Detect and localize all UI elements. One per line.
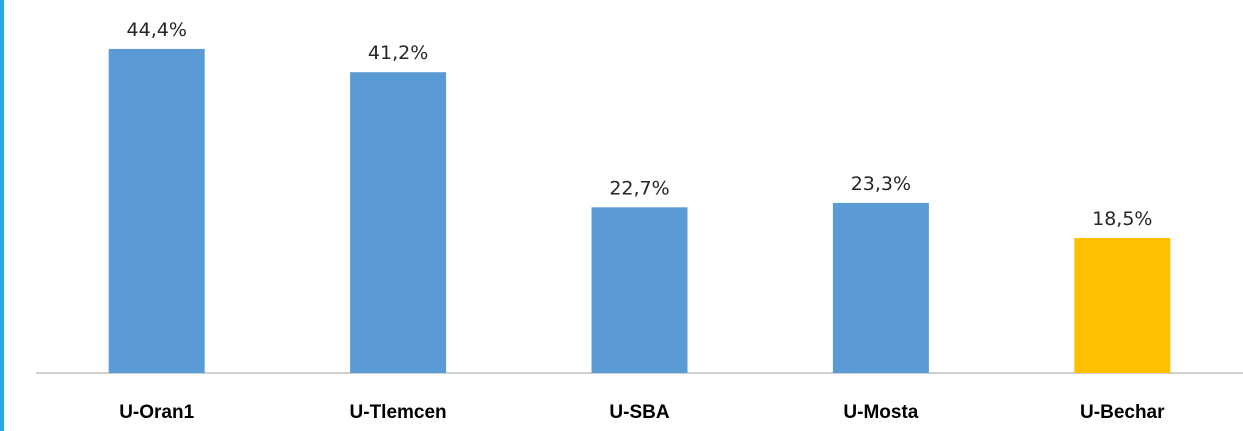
bars-group [108, 48, 1171, 374]
category-label-u-mosta: U-Mosta [843, 402, 918, 423]
value-label-u-tlemcen: 41,2% [368, 42, 428, 64]
bar-u-oran1 [108, 48, 205, 374]
value-label-u-oran1: 44,4% [127, 19, 187, 41]
frame-accent-border [0, 0, 4, 431]
category-label-u-bechar: U-Bechar [1080, 402, 1165, 423]
bar-u-mosta [832, 202, 929, 373]
value-label-u-sba: 22,7% [609, 177, 669, 199]
bar-u-sba [591, 207, 688, 373]
value-label-u-mosta: 23,3% [851, 173, 911, 195]
bar-u-tlemcen [350, 72, 447, 373]
category-label-u-tlemcen: U-Tlemcen [350, 402, 447, 423]
category-label-u-oran1: U-Oran1 [119, 402, 194, 423]
bar-u-bechar [1074, 238, 1171, 373]
value-labels-group: 44,4% 41,2% 22,7% 23,3% 18,5% [127, 19, 1153, 230]
category-labels-group: U-Oran1 U-Tlemcen U-SBA U-Mosta U-Bechar [119, 402, 1165, 423]
value-label-u-bechar: 18,5% [1092, 208, 1152, 230]
category-label-u-sba: U-SBA [609, 402, 669, 423]
